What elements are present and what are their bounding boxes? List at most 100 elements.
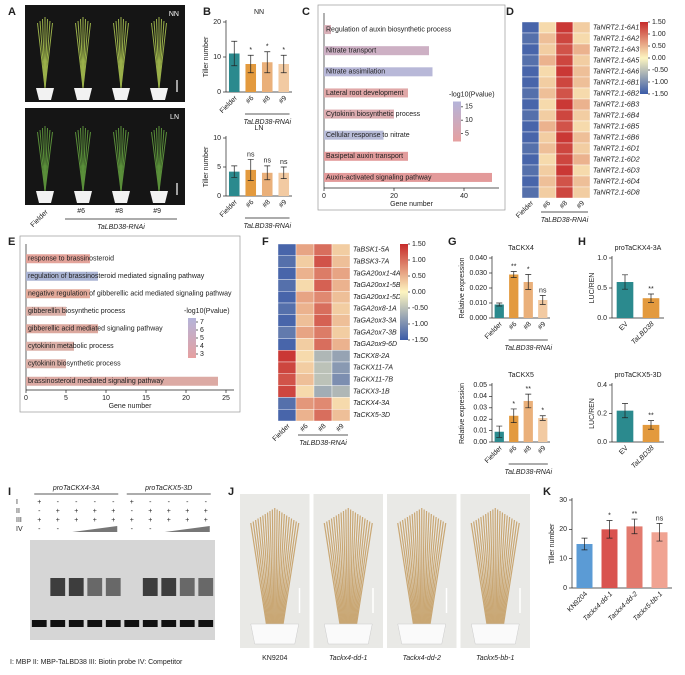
heat-cell xyxy=(277,397,297,410)
heat-cell xyxy=(572,109,591,122)
significance: ** xyxy=(511,263,517,270)
chart-title: NN xyxy=(254,9,264,16)
plant xyxy=(498,515,508,627)
x-tick-label: 5 xyxy=(64,395,68,402)
plant xyxy=(499,516,511,627)
chart-title: proTaCKX4-3A xyxy=(615,245,662,252)
y-axis-label: Tiller number xyxy=(203,146,210,187)
bar xyxy=(278,64,290,92)
heat-cell xyxy=(555,142,574,155)
pot xyxy=(112,191,130,203)
pot xyxy=(250,623,300,645)
significance: ns xyxy=(539,287,547,294)
x-tick-label: TaLBD38 xyxy=(630,445,655,470)
competitor-wedge xyxy=(164,526,210,532)
bar xyxy=(228,171,240,196)
sign: - xyxy=(57,499,60,506)
heat-cell xyxy=(521,142,540,155)
row-label: TaNRT2.1-6D3 xyxy=(593,167,640,174)
category-label: Basipetal auxin transport xyxy=(326,153,403,160)
plant xyxy=(44,22,53,89)
color-tick-label: -1.00 xyxy=(412,321,428,328)
heat-cell xyxy=(521,109,540,122)
y-tick-label: 30 xyxy=(559,497,567,504)
plant xyxy=(282,522,300,627)
heat-cell xyxy=(555,87,574,100)
significance: ** xyxy=(648,286,654,293)
row-label: TaGA2ox7-3B xyxy=(353,329,397,336)
heat-cell xyxy=(295,409,315,422)
heat-cell xyxy=(277,255,297,268)
heat-cell xyxy=(295,291,315,304)
plant xyxy=(418,509,422,627)
x-tick-label: #6 xyxy=(245,95,256,106)
plant xyxy=(429,522,447,627)
sign: - xyxy=(149,499,152,506)
plant xyxy=(278,515,288,627)
plant xyxy=(495,509,499,627)
heat-cell xyxy=(538,65,557,78)
plant xyxy=(487,512,494,627)
heat-cell xyxy=(555,76,574,89)
heat-cell xyxy=(538,43,557,56)
legend-title: -log10(Pvalue) xyxy=(449,91,495,98)
bar xyxy=(642,424,660,442)
row-label: TaCKX11-7A xyxy=(353,365,393,372)
bar xyxy=(26,324,98,334)
bar xyxy=(261,172,273,196)
y-tick-label: 0.02 xyxy=(473,416,487,423)
significance: ** xyxy=(648,412,654,419)
category-label: Nitrate assimilation xyxy=(326,69,385,76)
row-label: TaCKX5-3D xyxy=(353,412,390,419)
x-tick-label: #8 xyxy=(262,95,273,106)
plant xyxy=(409,515,419,627)
heat-cell xyxy=(521,65,540,78)
pot xyxy=(150,88,168,100)
x-tick-label: #9 xyxy=(278,95,289,106)
significance: ** xyxy=(526,386,532,393)
plant xyxy=(264,513,273,627)
sign: + xyxy=(148,508,152,515)
heat-cell xyxy=(538,175,557,188)
panel-letter: E xyxy=(8,236,15,248)
heat-cell xyxy=(277,291,297,304)
heat-cell xyxy=(295,243,315,257)
bar xyxy=(26,306,66,316)
sign: - xyxy=(94,499,97,506)
plant xyxy=(257,518,270,627)
plant xyxy=(335,515,345,627)
y-tick-label: 0.000 xyxy=(469,315,487,322)
plant xyxy=(406,516,418,627)
category-label: Lateral root development xyxy=(326,90,403,97)
row-label: TaNRT2.1-6B1 xyxy=(593,79,639,86)
error-bar xyxy=(231,165,238,178)
heat-cell xyxy=(538,186,557,199)
shift-band xyxy=(105,578,121,596)
x-label: #6 xyxy=(77,208,85,215)
heat-cell xyxy=(295,267,315,280)
heat-cell xyxy=(538,54,557,67)
row-label: TaGA2ox8-1A xyxy=(353,306,397,313)
sign: + xyxy=(56,517,60,524)
heat-cell xyxy=(538,21,557,34)
plant xyxy=(422,510,428,627)
error-bar xyxy=(280,166,287,179)
heat-cell xyxy=(572,32,591,45)
y-tick-label: 0.2 xyxy=(597,410,607,417)
x-tick-label: 20 xyxy=(390,193,398,200)
plant xyxy=(475,519,490,627)
plant xyxy=(354,521,371,627)
sign: + xyxy=(167,508,171,515)
row-label: TaNRT2.1-6A2 xyxy=(593,35,639,42)
plant xyxy=(424,513,432,627)
heat-cell xyxy=(331,385,351,398)
heat-cell xyxy=(331,338,351,351)
chart-title: TaCKX4 xyxy=(508,245,534,252)
color-tick-label: 0.00 xyxy=(652,55,666,62)
error-bar xyxy=(622,274,628,290)
sign: + xyxy=(204,508,208,515)
error-bar xyxy=(648,420,654,430)
category-label: gibberellin biosynthetic process xyxy=(28,308,126,315)
probe-band xyxy=(31,620,47,627)
x-tick-label: 10 xyxy=(102,395,110,402)
